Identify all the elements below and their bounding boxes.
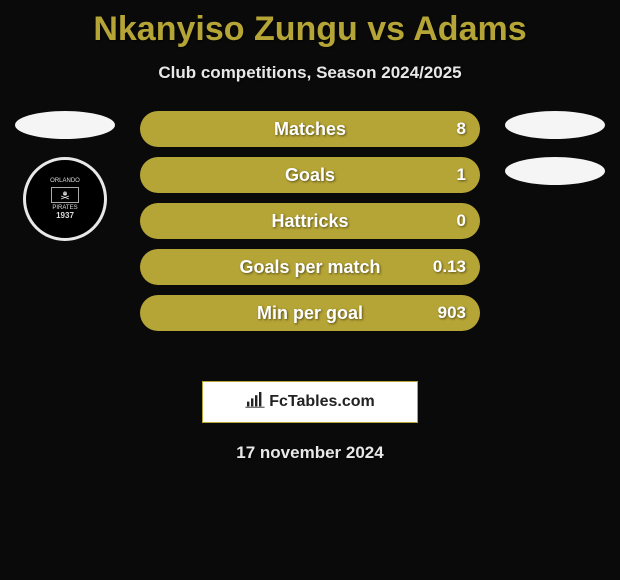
stat-value-right: 0.13 [433,257,466,277]
stat-value-right: 0 [457,211,466,231]
stat-bar: 0.13 Goals per match [140,249,480,285]
left-club-badge: ORLANDO PIRATES 1937 [23,157,107,241]
brand-box: FcTables.com [202,381,418,423]
stat-bar: 0 Hattricks [140,203,480,239]
club-name-top: ORLANDO [50,178,80,185]
stat-value-right: 8 [457,119,466,139]
bar-chart-icon [245,392,265,413]
right-player-photo-placeholder [505,111,605,139]
page-title: Nkanyiso Zungu vs Adams [0,0,620,49]
club-year: 1937 [56,211,74,220]
brand-text: FcTables.com [269,393,375,411]
stat-bar: 903 Min per goal [140,295,480,331]
date-text: 17 november 2024 [0,443,620,463]
stat-label: Min per goal [257,303,363,324]
right-club-badge-placeholder [505,157,605,185]
right-player-column [500,111,610,185]
club-name-bottom: PIRATES [52,205,77,212]
stat-label: Goals per match [239,257,380,278]
stat-bar: 1 Goals [140,157,480,193]
stat-bars: 8 Matches 1 Goals 0 Hattricks 0.13 Goals per ma… [140,111,480,331]
left-player-photo-placeholder [15,111,115,139]
skull-crossbones-icon [51,187,79,203]
stat-value-right: 903 [438,303,466,323]
stat-label: Goals [285,165,335,186]
left-player-column: ORLANDO PIRATES 1937 [10,111,120,241]
comparison-area: ORLANDO PIRATES 1937 8 Matches 1 Goals 0 Hatt… [0,111,620,361]
stat-label: Matches [274,119,346,140]
stat-bar: 8 Matches [140,111,480,147]
stat-value-right: 1 [457,165,466,185]
subtitle: Club competitions, Season 2024/2025 [0,63,620,83]
stat-label: Hattricks [271,211,348,232]
